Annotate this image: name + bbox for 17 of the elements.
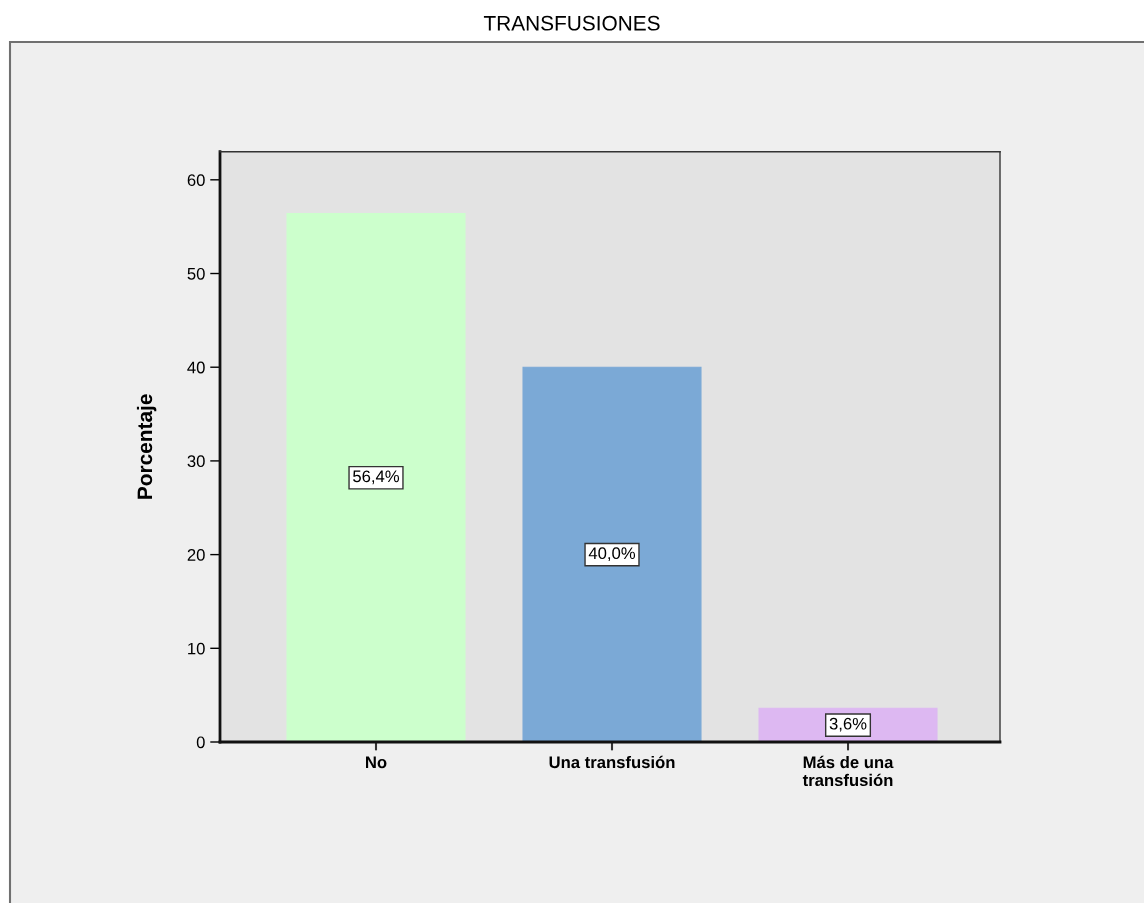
y-axis-title: Porcentaje bbox=[136, 394, 157, 499]
data-label: 56,4% bbox=[353, 470, 400, 485]
chart-title: TRANSFUSIONES bbox=[483, 15, 660, 31]
y-tick-label: 0 bbox=[196, 736, 205, 749]
y-tick-label: 30 bbox=[187, 455, 205, 468]
y-tick-label: 60 bbox=[187, 174, 205, 187]
y-tick-label: 20 bbox=[187, 549, 205, 561]
y-tick-label: 10 bbox=[188, 642, 205, 655]
data-label: 3,6% bbox=[829, 717, 867, 732]
x-tick-label: No bbox=[366, 756, 387, 769]
y-tick-label: 50 bbox=[187, 267, 205, 280]
x-tick-label: Más de una transfusión bbox=[802, 755, 894, 787]
data-label: 40,0% bbox=[588, 547, 636, 562]
y-tick-label: 40 bbox=[187, 361, 205, 374]
x-tick-label: Una transfusión bbox=[549, 755, 675, 769]
bar bbox=[522, 366, 702, 742]
bar bbox=[286, 212, 466, 742]
